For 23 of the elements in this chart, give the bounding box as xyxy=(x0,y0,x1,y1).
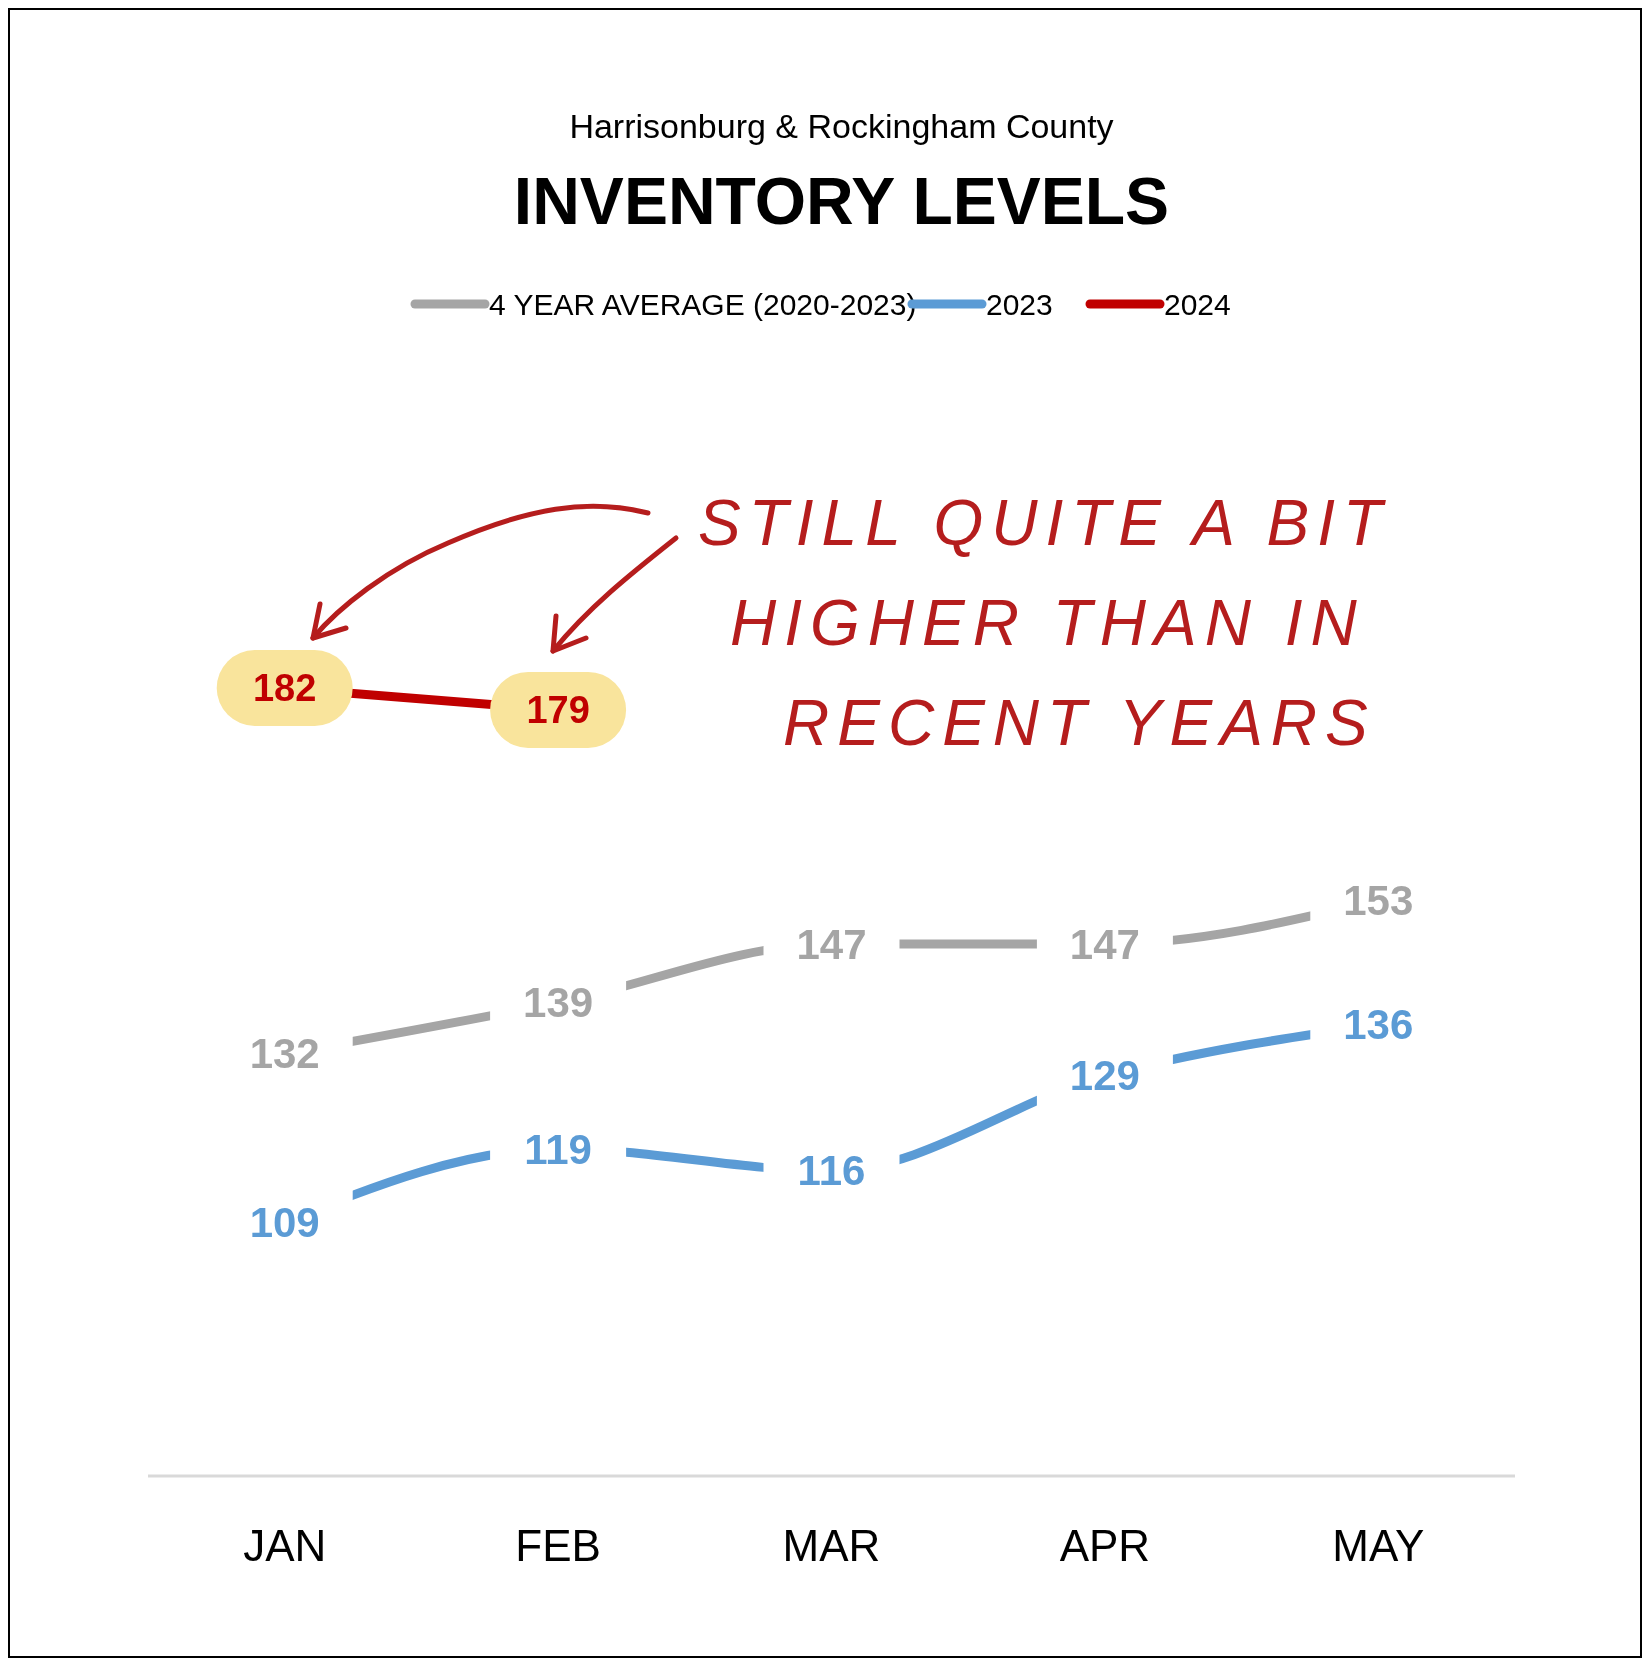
x-tick-label: MAY xyxy=(1332,1521,1425,1571)
legend-label: 2023 xyxy=(986,287,1053,321)
data-label: 109 xyxy=(249,1198,320,1246)
x-tick-label: JAN xyxy=(243,1521,327,1571)
data-label: 182 xyxy=(253,667,317,710)
x-tick-label: APR xyxy=(1059,1521,1151,1571)
chart-title: INVENTORY LEVELS xyxy=(513,164,1170,238)
legend-label: 4 YEAR AVERAGE (2020-2023) xyxy=(489,287,917,321)
chart-subtitle: Harrisonburg & Rockingham County xyxy=(569,107,1114,145)
data-label: 153 xyxy=(1343,876,1414,924)
data-label: 119 xyxy=(524,1125,592,1173)
data-label: 139 xyxy=(523,979,594,1027)
data-label: 132 xyxy=(249,1030,320,1078)
data-label: 179 xyxy=(526,689,590,732)
data-label: 147 xyxy=(1069,920,1140,968)
data-label: 147 xyxy=(796,920,867,968)
data-label: 129 xyxy=(1069,1052,1140,1100)
data-label: 116 xyxy=(797,1147,866,1195)
data-label: 136 xyxy=(1343,1001,1414,1049)
annotation: STILL QUITE A BIT HIGHER THAN IN RECENT YEARS xyxy=(698,487,1390,760)
x-tick-label: MAR xyxy=(782,1521,881,1571)
x-tick-label: FEB xyxy=(515,1521,601,1571)
legend-label: 2024 xyxy=(1164,287,1231,321)
